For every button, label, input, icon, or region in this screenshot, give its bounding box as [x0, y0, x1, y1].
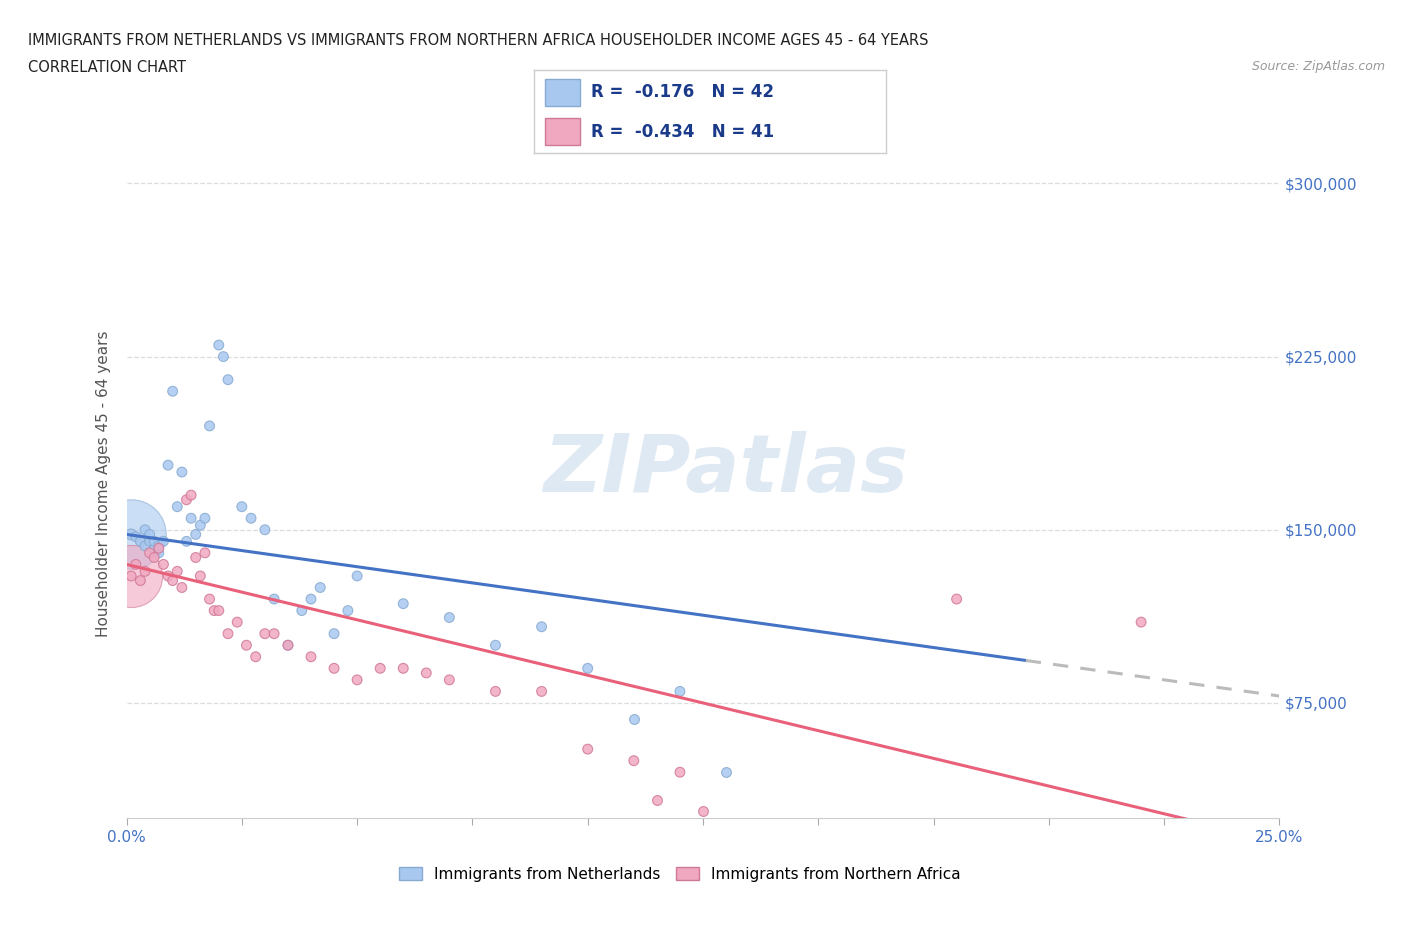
Point: [415, 666, 437, 681]
Point: [188, 568, 211, 583]
Point: [148, 541, 170, 556]
Point: [368, 661, 391, 676]
Point: [188, 518, 211, 533]
Point: [148, 538, 170, 553]
Point: [208, 604, 231, 618]
Point: [162, 573, 184, 588]
Point: [576, 661, 599, 676]
Point: [346, 672, 368, 687]
Point: [138, 534, 160, 549]
Point: [152, 534, 174, 549]
Point: [202, 604, 225, 618]
Point: [120, 527, 142, 542]
Text: R =  -0.434   N = 41: R = -0.434 N = 41: [591, 123, 773, 140]
FancyBboxPatch shape: [544, 118, 581, 145]
Point: [263, 626, 285, 641]
Point: [148, 545, 170, 560]
Point: [166, 499, 188, 514]
Point: [212, 349, 235, 364]
Point: [198, 418, 221, 433]
Point: [184, 527, 207, 542]
Point: [263, 591, 285, 606]
Point: [623, 711, 645, 726]
Point: [714, 764, 737, 779]
Point: [194, 511, 217, 525]
Point: [170, 465, 193, 480]
Point: [1130, 615, 1153, 630]
Point: [323, 626, 346, 641]
Point: [129, 534, 152, 549]
Point: [125, 529, 148, 544]
Point: [692, 804, 714, 819]
Point: [291, 604, 314, 618]
Y-axis label: Householder Income Ages 45 - 64 years: Householder Income Ages 45 - 64 years: [96, 330, 111, 637]
Point: [138, 545, 160, 560]
Point: [134, 523, 156, 538]
Text: R =  -0.176   N = 42: R = -0.176 N = 42: [591, 84, 773, 101]
Point: [253, 626, 276, 641]
Point: [125, 557, 148, 572]
Point: [120, 568, 142, 583]
Point: [576, 742, 599, 757]
Point: [138, 527, 160, 542]
Point: [157, 568, 180, 583]
Point: [645, 792, 668, 807]
Point: [180, 487, 202, 502]
Point: [484, 684, 506, 698]
Point: [231, 499, 253, 514]
Point: [299, 649, 322, 664]
Point: [299, 591, 322, 606]
Point: [669, 684, 692, 698]
Point: [194, 545, 217, 560]
Point: [245, 649, 267, 664]
Point: [240, 511, 263, 525]
Point: [217, 626, 239, 641]
Point: [152, 557, 174, 572]
Point: [143, 550, 166, 565]
Text: IMMIGRANTS FROM NETHERLANDS VS IMMIGRANTS FROM NORTHERN AFRICA HOUSEHOLDER INCOM: IMMIGRANTS FROM NETHERLANDS VS IMMIGRANT…: [28, 33, 928, 47]
Point: [198, 591, 221, 606]
Point: [217, 372, 239, 387]
Point: [392, 661, 415, 676]
Point: [623, 753, 645, 768]
Point: [226, 615, 249, 630]
Point: [180, 511, 202, 525]
Point: [323, 661, 346, 676]
Point: [134, 538, 156, 553]
Point: [166, 564, 188, 578]
Point: [176, 534, 198, 549]
Point: [945, 591, 967, 606]
Point: [346, 568, 368, 583]
Point: [170, 580, 193, 595]
Point: [277, 638, 299, 653]
Point: [134, 564, 156, 578]
Point: [439, 672, 461, 687]
Point: [669, 764, 692, 779]
Point: [162, 384, 184, 399]
Point: [253, 523, 276, 538]
Point: [176, 492, 198, 507]
Point: [439, 610, 461, 625]
Text: CORRELATION CHART: CORRELATION CHART: [28, 60, 186, 75]
Point: [143, 541, 166, 556]
Point: [120, 527, 142, 542]
FancyBboxPatch shape: [544, 79, 581, 106]
Point: [120, 568, 142, 583]
Point: [208, 338, 231, 352]
Point: [309, 580, 332, 595]
Point: [484, 638, 506, 653]
Point: [235, 638, 257, 653]
Point: [184, 550, 207, 565]
Text: Source: ZipAtlas.com: Source: ZipAtlas.com: [1251, 60, 1385, 73]
Point: [336, 604, 359, 618]
Point: [157, 458, 180, 472]
Point: [530, 619, 553, 634]
Text: ZIPatlas: ZIPatlas: [544, 432, 908, 510]
Point: [143, 534, 166, 549]
Point: [129, 573, 152, 588]
Point: [530, 684, 553, 698]
Point: [392, 596, 415, 611]
Point: [277, 638, 299, 653]
Legend: Immigrants from Netherlands, Immigrants from Northern Africa: Immigrants from Netherlands, Immigrants …: [394, 860, 967, 888]
